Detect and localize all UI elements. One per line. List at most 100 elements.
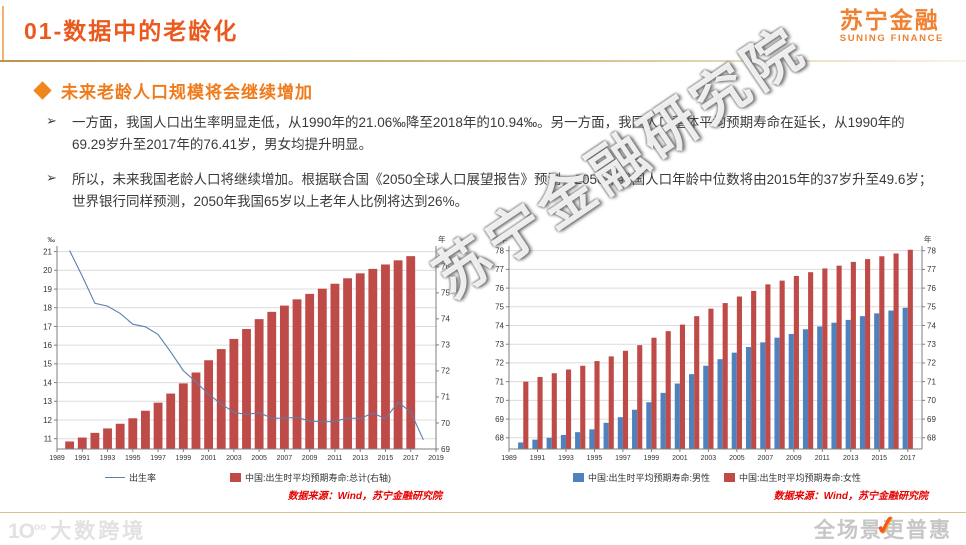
svg-text:1997: 1997 bbox=[615, 455, 631, 462]
svg-text:2001: 2001 bbox=[672, 455, 688, 462]
svg-text:18: 18 bbox=[43, 304, 52, 313]
svg-text:70: 70 bbox=[441, 419, 450, 428]
svg-text:73: 73 bbox=[927, 340, 936, 349]
svg-text:1995: 1995 bbox=[587, 455, 603, 462]
svg-text:2013: 2013 bbox=[352, 455, 368, 462]
section-title-row: 未来老龄人口规模将会继续增加 bbox=[33, 78, 313, 103]
svg-text:2001: 2001 bbox=[201, 455, 217, 462]
svg-text:74: 74 bbox=[495, 321, 504, 330]
svg-text:1993: 1993 bbox=[100, 455, 116, 462]
svg-text:1989: 1989 bbox=[501, 455, 517, 462]
svg-text:14: 14 bbox=[43, 378, 52, 387]
footer-watermark-dashukuajing: 1Ooo 大数跨境 bbox=[8, 515, 146, 545]
legend-item-total-life-expectancy: 中国:出生时平均预期寿命:总计(右轴) bbox=[230, 471, 391, 484]
footer-slogan-text: 全场景更普惠 bbox=[814, 519, 952, 542]
footer-slogan: 全场景更普惠 ✓ bbox=[814, 508, 952, 544]
male-female-lifeexpectancy-chart: 68 69 70 71 72 73 74 75 76 77 78 年 68 69 70 71 72 73 74 75 7… bbox=[482, 233, 952, 502]
svg-text:2009: 2009 bbox=[786, 455, 802, 462]
svg-text:72: 72 bbox=[927, 359, 936, 368]
svg-text:70: 70 bbox=[495, 396, 504, 405]
svg-text:1991: 1991 bbox=[530, 455, 546, 462]
svg-text:2007: 2007 bbox=[758, 455, 774, 462]
left-edge-accent-strip bbox=[2, 6, 4, 60]
svg-text:72: 72 bbox=[495, 359, 504, 368]
check-icon: ✓ bbox=[872, 508, 901, 542]
svg-text:77: 77 bbox=[495, 265, 504, 274]
svg-text:21: 21 bbox=[43, 247, 52, 256]
svg-text:11: 11 bbox=[44, 435, 53, 444]
legend-item-male: 中国:出生时平均预期寿命:男性 bbox=[572, 471, 710, 484]
svg-text:68: 68 bbox=[495, 434, 504, 443]
svg-text:77: 77 bbox=[927, 265, 936, 274]
svg-text:68: 68 bbox=[927, 434, 936, 443]
svg-text:2009: 2009 bbox=[302, 455, 318, 462]
birthrate-chart-plot: 11 12 13 14 15 16 17 18 19 20 21 ‰ 69 70 71 72 73 74 75 76 年… bbox=[43, 234, 450, 462]
body-paragraphs: ➢ 一方面，我国人口出生率明显走低，从1990年的21.06‰降至2018年的1… bbox=[46, 112, 934, 225]
footer-watermark-text: 大数跨境 bbox=[50, 520, 147, 543]
legend-label: 中国:出生时平均预期寿命:总计(右轴) bbox=[245, 473, 391, 483]
svg-text:1995: 1995 bbox=[125, 455, 141, 462]
svg-text:15: 15 bbox=[43, 360, 52, 369]
svg-text:2005: 2005 bbox=[251, 455, 267, 462]
logo-text-cn: 苏宁金融 bbox=[839, 7, 940, 33]
arrow-bullet-icon: ➢ bbox=[46, 169, 57, 185]
svg-text:12: 12 bbox=[43, 416, 52, 425]
footer-divider bbox=[0, 512, 966, 513]
data-source-note: 数据来源：Wind，苏宁金融研究院 bbox=[287, 491, 442, 502]
logo-text-en: SUNING FINANCE bbox=[839, 33, 944, 45]
svg-text:73: 73 bbox=[495, 340, 504, 349]
svg-text:19: 19 bbox=[43, 285, 52, 294]
legend-label: 中国:出生时平均预期寿命:女性 bbox=[739, 473, 862, 483]
svg-text:20: 20 bbox=[43, 266, 52, 275]
svg-text:70: 70 bbox=[927, 396, 936, 405]
svg-text:69: 69 bbox=[495, 415, 504, 424]
svg-text:76: 76 bbox=[441, 263, 450, 272]
svg-text:17: 17 bbox=[43, 322, 52, 331]
paragraph-1-text: 一方面，我国人口出生率明显走低，从1990年的21.06‰降至2018年的10.… bbox=[72, 115, 905, 152]
legend-item-birthrate: 出生率 bbox=[104, 471, 156, 484]
svg-text:2011: 2011 bbox=[815, 455, 830, 462]
svg-text:1999: 1999 bbox=[176, 455, 192, 462]
svg-text:73: 73 bbox=[441, 341, 450, 350]
suning-finance-logo: 苏宁金融 SUNING FINANCE bbox=[839, 7, 944, 45]
svg-text:年: 年 bbox=[924, 234, 932, 244]
header-divider bbox=[0, 60, 966, 62]
svg-text:74: 74 bbox=[927, 321, 936, 330]
header: 01-数据中的老龄化 bbox=[24, 12, 238, 46]
svg-text:1997: 1997 bbox=[150, 455, 166, 462]
svg-text:‰: ‰ bbox=[48, 235, 56, 244]
svg-text:69: 69 bbox=[927, 415, 936, 424]
svg-text:2017: 2017 bbox=[403, 455, 419, 462]
right-chart-legend: 中国:出生时平均预期寿命:男性 中国:出生时平均预期寿命:女性 bbox=[482, 471, 952, 484]
svg-text:69: 69 bbox=[441, 445, 450, 454]
section-title: 未来老龄人口规模将会继续增加 bbox=[61, 83, 313, 102]
legend-label: 出生率 bbox=[128, 473, 156, 483]
svg-text:2019: 2019 bbox=[428, 455, 444, 462]
svg-text:13: 13 bbox=[43, 397, 52, 406]
svg-text:2003: 2003 bbox=[701, 455, 717, 462]
svg-text:75: 75 bbox=[441, 289, 450, 298]
paragraph-2-text: 所以，未来我国老龄人口将继续增加。根据联合国《2050全球人口展望报告》预测，2… bbox=[72, 171, 933, 209]
svg-text:1989: 1989 bbox=[49, 455, 65, 462]
female-series-swatch bbox=[724, 473, 735, 482]
svg-text:71: 71 bbox=[441, 393, 450, 402]
svg-text:76: 76 bbox=[927, 284, 936, 293]
bar-series-swatch bbox=[230, 473, 241, 482]
dashukuajing-logo-icon: 1Ooo bbox=[8, 520, 47, 543]
svg-text:1999: 1999 bbox=[644, 455, 660, 462]
arrow-bullet-icon: ➢ bbox=[46, 113, 57, 128]
svg-text:76: 76 bbox=[495, 284, 504, 293]
birthrate-lifeexpectancy-chart: 11 12 13 14 15 16 17 18 19 20 21 ‰ 69 70 71 72 73 74 75 76 年… bbox=[30, 233, 466, 502]
svg-text:2003: 2003 bbox=[226, 455, 242, 462]
svg-text:2013: 2013 bbox=[843, 455, 859, 462]
svg-text:2005: 2005 bbox=[729, 455, 745, 462]
paragraph-2: ➢ 所以，未来我国老龄人口将继续增加。根据联合国《2050全球人口展望报告》预测… bbox=[46, 169, 934, 213]
svg-text:2015: 2015 bbox=[871, 455, 887, 462]
line-series-swatch bbox=[104, 477, 125, 478]
svg-text:74: 74 bbox=[441, 315, 450, 324]
svg-text:2011: 2011 bbox=[327, 455, 342, 462]
svg-text:71: 71 bbox=[927, 377, 936, 386]
svg-text:年: 年 bbox=[438, 234, 446, 244]
svg-text:78: 78 bbox=[927, 246, 936, 255]
